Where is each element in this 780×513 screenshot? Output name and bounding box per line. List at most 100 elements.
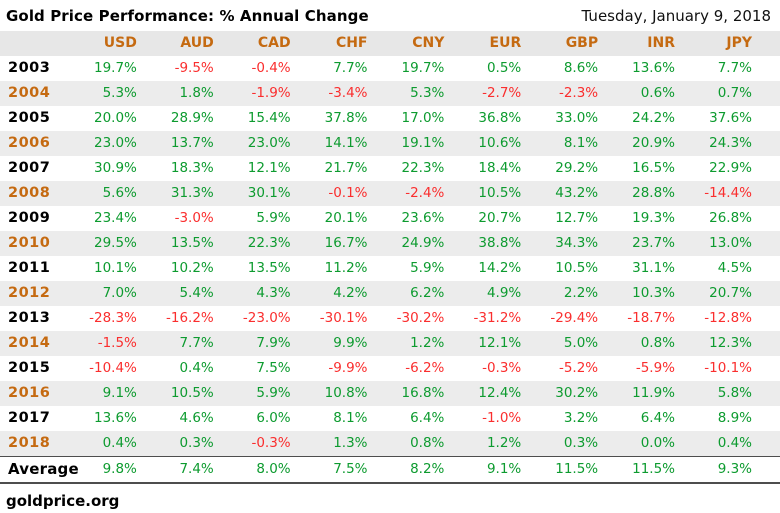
column-header-gbp: GBP [549,31,627,56]
title-bar: Gold Price Performance: % Annual Change … [0,0,780,31]
column-header-eur: EUR [472,31,550,56]
value-cell: 31.3% [170,185,214,201]
value-cell: 7.9% [256,335,291,351]
average-label: Average [0,456,88,484]
value-cell: 13.7% [170,135,214,151]
value-cell: -2.3% [558,85,599,101]
table-row: 2003 19.7% -9.5% -0.4% 7.7% 19.7% 0.5% 8.6% 13.6… [0,56,780,81]
value-cell: 9.1% [472,456,550,484]
column-header-jpy: JPY [703,31,780,56]
value-cell: 13.0% [709,235,752,251]
value-cell: 4.2% [333,285,368,301]
value-cell: 22.3% [401,160,445,176]
value-cell: 4.9% [486,285,522,301]
table-row: 2006 23.0% 13.7% 23.0% 14.1% 19.1% 10.6% 8.1% 20… [0,131,780,156]
table-row: 2008 5.6% 31.3% 30.1% -0.1% -2.4% 10.5% 43.2% 28… [0,181,780,206]
value-cell: 2.2% [563,285,599,301]
value-cell: 23.4% [93,210,137,226]
value-cell: 12.4% [478,385,522,401]
column-header-usd: USD [88,31,165,56]
value-cell: -31.2% [473,310,522,326]
value-cell: 11.2% [324,260,368,276]
table-header: USD AUD CAD CHF CNY EUR GBP INR JPY [0,31,780,56]
value-cell: 10.5% [478,185,522,201]
value-cell: 4.5% [717,260,752,276]
value-cell: 6.0% [256,410,291,426]
value-cell: 16.7% [324,235,368,251]
value-cell: 10.2% [170,260,214,276]
value-cell: 28.8% [632,185,675,201]
annual-change-table: USD AUD CAD CHF CNY EUR GBP INR JPY 2003 19.7% -9.… [0,31,780,484]
value-cell: 5.6% [102,185,137,201]
value-cell: 28.9% [170,110,214,126]
year-label: 2007 [8,160,51,176]
value-cell: 16.8% [401,385,445,401]
table-row: 2014 -1.5% 7.7% 7.9% 9.9% 1.2% 12.1% 5.0% 0.8% 12… [0,331,780,356]
value-cell: 10.8% [324,385,368,401]
value-cell: -29.4% [550,310,599,326]
value-cell: 7.5% [256,360,291,376]
value-cell: 31.1% [632,260,675,276]
value-cell: 7.7% [333,60,368,76]
year-label: 2017 [8,410,51,426]
value-cell: 23.6% [401,210,445,226]
table-row: 2013 -28.3% -16.2% -23.0% -30.1% -30.2% -31.2%… [0,306,780,331]
value-cell: 1.2% [410,335,445,351]
column-header-aud: AUD [164,31,242,56]
column-header-chf: CHF [318,31,396,56]
value-cell: 7.5% [318,456,396,484]
year-label: 2009 [8,210,51,226]
value-cell: -9.9% [328,360,368,376]
value-cell: 10.3% [632,285,675,301]
value-cell: 5.9% [410,260,445,276]
value-cell: -3.4% [328,85,368,101]
table-row: 2018 0.4% 0.3% -0.3% 1.3% 0.8% 1.2% 0.3% 0.0% 0.4… [0,431,780,457]
value-cell: 7.7% [179,335,214,351]
value-cell: 34.3% [555,235,599,251]
value-cell: 0.0% [640,435,675,451]
value-cell: 12.1% [247,160,291,176]
table-row: 2005 20.0% 28.9% 15.4% 37.8% 17.0% 36.8% 33.0% 2… [0,106,780,131]
value-cell: -30.2% [396,310,445,326]
year-label: 2018 [8,435,51,451]
value-cell: 29.5% [93,235,137,251]
value-cell: 20.7% [478,210,522,226]
year-label: 2015 [8,360,51,376]
year-column-corner [0,31,88,56]
value-cell: 11.5% [626,456,703,484]
year-label: 2005 [8,110,51,126]
value-cell: -5.9% [635,360,675,376]
average-row: Average 9.8% 7.4% 8.0% 7.5% 8.2% 9.1% 11.5% 11.… [0,456,780,484]
source-link[interactable]: goldprice.org [6,492,120,510]
value-cell: -0.3% [482,360,522,376]
value-cell: 13.6% [93,410,137,426]
value-cell: 38.8% [478,235,522,251]
year-label: 2013 [8,310,51,326]
value-cell: 5.4% [179,285,214,301]
value-cell: 12.1% [478,335,522,351]
value-cell: 5.3% [410,85,445,101]
value-cell: 15.4% [247,110,291,126]
table-row: 2011 10.1% 10.2% 13.5% 11.2% 5.9% 14.2% 10.5% 31… [0,256,780,281]
value-cell: 8.6% [563,60,599,76]
value-cell: -2.7% [482,85,522,101]
value-cell: 0.3% [179,435,214,451]
value-cell: -9.5% [174,60,214,76]
value-cell: 9.8% [88,456,165,484]
value-cell: 20.9% [632,135,675,151]
value-cell: 3.2% [563,410,599,426]
value-cell: 5.9% [256,385,291,401]
value-cell: 14.2% [478,260,522,276]
value-cell: 23.0% [93,135,137,151]
table-row: 2004 5.3% 1.8% -1.9% -3.4% 5.3% -2.7% -2.3% 0.6%… [0,81,780,106]
value-cell: 0.8% [410,435,445,451]
value-cell: 1.2% [486,435,522,451]
value-cell: 30.2% [555,385,599,401]
value-cell: 8.1% [333,410,368,426]
table-row: 2007 30.9% 18.3% 12.1% 21.7% 22.3% 18.4% 29.2% 1… [0,156,780,181]
value-cell: 9.3% [703,456,780,484]
value-cell: 6.4% [410,410,445,426]
value-cell: 13.6% [632,60,675,76]
value-cell: -6.2% [405,360,445,376]
header-row: USD AUD CAD CHF CNY EUR GBP INR JPY [0,31,780,56]
